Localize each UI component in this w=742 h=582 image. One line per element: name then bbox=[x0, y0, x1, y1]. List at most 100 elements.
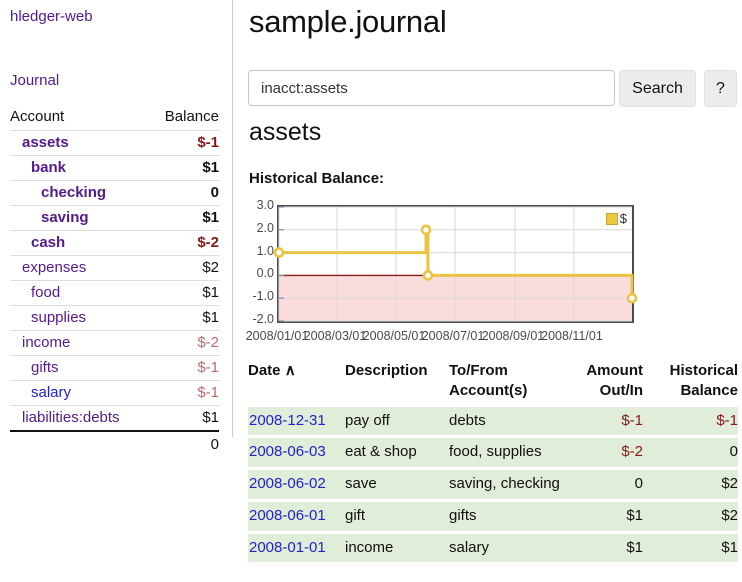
register-description-cell-value: eat & shop bbox=[345, 443, 417, 461]
transaction-date-link[interactable]: 2008-01-01 bbox=[249, 538, 326, 556]
register-balance-cell-value: 0 bbox=[729, 443, 738, 461]
search-form: × Search ? bbox=[248, 70, 742, 107]
register-description-cell: save bbox=[345, 470, 449, 499]
account-row: liabilities:debts $1 bbox=[10, 405, 219, 431]
register-amount-cell-value: 0 bbox=[634, 475, 643, 493]
register-amount-cell: $1 bbox=[561, 501, 643, 531]
account-name-cell: assets bbox=[10, 130, 150, 156]
x-axis-tick-label: 2008/01/01 bbox=[245, 329, 309, 343]
register-balance-cell: $2 bbox=[643, 470, 738, 499]
register-header-row: Date ∧ Description To/From Account(s) Am… bbox=[248, 359, 738, 404]
account-link-liabilities-debts[interactable]: liabilities:debts bbox=[22, 409, 120, 426]
register-account-cell-value: gifts bbox=[449, 506, 477, 524]
accounts-table: Account Balance assets $-1 bank $1 checking 0… bbox=[10, 104, 219, 457]
register-balance-cell: $-1 bbox=[643, 406, 738, 436]
account-balance: $-2 bbox=[149, 330, 219, 356]
accounts-total-spacer bbox=[10, 430, 150, 457]
account-name-cell: saving bbox=[10, 205, 150, 231]
account-balance: $1 bbox=[149, 155, 219, 181]
account-link-food[interactable]: food bbox=[31, 284, 61, 301]
app-title-link[interactable]: hledger-web bbox=[10, 8, 93, 25]
transaction-date-link[interactable]: 2008-06-02 bbox=[249, 475, 326, 493]
account-row: expenses $2 bbox=[10, 255, 219, 281]
account-link-cash[interactable]: cash bbox=[31, 234, 66, 251]
register-date-cell: 2008-06-03 bbox=[248, 438, 345, 468]
account-name-cell: salary bbox=[10, 380, 150, 406]
register-row: 2008-12-31 pay off debts $-1 $-1 bbox=[248, 406, 738, 436]
accounts-total-value: 0 bbox=[149, 430, 219, 457]
account-header-line2: Account(s) bbox=[449, 381, 528, 399]
account-link-gifts[interactable]: gifts bbox=[31, 359, 59, 376]
register-description-cell: income bbox=[345, 533, 449, 563]
historical-balance-chart: $ 3.0 2.0 1.0 0.0 -1.0 -2.0 2008/01/01 2008/03/… bbox=[246, 198, 668, 350]
account-link-checking[interactable]: checking bbox=[41, 184, 107, 201]
register-amount-cell: $1 bbox=[561, 533, 643, 563]
account-balance: $1 bbox=[149, 405, 219, 431]
x-axis-tick-label: 2008/11/01 bbox=[541, 329, 603, 343]
account-row: assets $-1 bbox=[10, 130, 219, 156]
accounts-table-body: assets $-1 bank $1 checking 0 saving $1 cash $-2 e… bbox=[10, 130, 219, 431]
y-axis-tick-label: -2.0 bbox=[252, 312, 274, 326]
register-date-cell: 2008-06-02 bbox=[248, 470, 345, 499]
account-link-bank[interactable]: bank bbox=[31, 159, 67, 176]
account-link-expenses[interactable]: expenses bbox=[22, 259, 87, 276]
account-link-income[interactable]: income bbox=[22, 334, 71, 351]
register-row: 2008-06-03 eat & shop food, supplies $-2 0 bbox=[248, 438, 738, 468]
help-button[interactable]: ? bbox=[704, 70, 737, 107]
register-date-cell: 2008-06-01 bbox=[248, 501, 345, 531]
account-link-supplies[interactable]: supplies bbox=[31, 309, 87, 326]
main-content: sample.journal × Search ? assets Histori… bbox=[246, 0, 742, 582]
account-row: cash $-2 bbox=[10, 230, 219, 256]
register-account-cell-value: debts bbox=[449, 411, 486, 429]
account-balance: $-1 bbox=[149, 380, 219, 406]
account-link-assets[interactable]: assets bbox=[22, 134, 69, 151]
account-balance: $1 bbox=[149, 280, 219, 306]
register-description-cell: gift bbox=[345, 501, 449, 531]
search-input[interactable] bbox=[248, 70, 615, 106]
register-account-cell-value: salary bbox=[449, 538, 490, 556]
y-axis-tick-label: 0.0 bbox=[256, 266, 274, 281]
account-link-salary[interactable]: salary bbox=[31, 384, 72, 401]
register-description-cell-value: save bbox=[345, 475, 377, 493]
register-balance-cell-value: $2 bbox=[721, 475, 738, 493]
legend-swatch-icon bbox=[605, 212, 618, 225]
date-column-header[interactable]: Date ∧ bbox=[248, 359, 345, 404]
register-amount-cell: $-1 bbox=[561, 406, 643, 436]
account-name-cell: income bbox=[10, 330, 150, 356]
amount-header-line1: Amount bbox=[586, 362, 643, 379]
y-axis-tick-label: 1.0 bbox=[256, 243, 274, 258]
x-axis-tick-label: 2008/09/01 bbox=[481, 329, 545, 343]
description-column-header: Description bbox=[345, 362, 428, 379]
account-row: checking 0 bbox=[10, 180, 219, 206]
account-name-cell: bank bbox=[10, 155, 150, 181]
account-row: supplies $1 bbox=[10, 305, 219, 331]
account-name-cell: supplies bbox=[10, 305, 150, 331]
register-description-cell: eat & shop bbox=[345, 438, 449, 468]
account-balance: $-1 bbox=[149, 130, 219, 156]
register-balance-cell-value: $-1 bbox=[716, 411, 738, 429]
account-name-cell: expenses bbox=[10, 255, 150, 281]
search-button[interactable]: Search bbox=[619, 70, 696, 107]
transaction-date-link[interactable]: 2008-06-03 bbox=[249, 443, 326, 461]
register-amount-cell-value: $-2 bbox=[621, 443, 643, 461]
chart-legend: $ bbox=[603, 210, 629, 227]
date-header-label: Date bbox=[248, 362, 281, 379]
register-balance-cell-value: $2 bbox=[721, 506, 738, 524]
register-balance-cell: $2 bbox=[643, 501, 738, 531]
register-description-cell: pay off bbox=[345, 406, 449, 436]
account-balance: $1 bbox=[149, 305, 219, 331]
transaction-date-link[interactable]: 2008-06-01 bbox=[249, 506, 326, 524]
register-account-cell: food, supplies bbox=[449, 438, 561, 468]
register-account-cell-value: saving, checking bbox=[449, 475, 560, 493]
register-account-cell: debts bbox=[449, 406, 561, 436]
account-row: gifts $-1 bbox=[10, 355, 219, 381]
transaction-date-link[interactable]: 2008-12-31 bbox=[249, 411, 326, 429]
register-table: Date ∧ Description To/From Account(s) Am… bbox=[248, 356, 738, 565]
register-row: 2008-06-01 gift gifts $1 $2 bbox=[248, 501, 738, 531]
account-link-saving[interactable]: saving bbox=[41, 209, 89, 226]
x-axis-tick-label: 2008/03/01 bbox=[303, 329, 367, 343]
register-date-cell: 2008-01-01 bbox=[248, 533, 345, 563]
sidebar-item-journal[interactable]: Journal bbox=[10, 72, 60, 89]
chart-plot-area: $ bbox=[273, 205, 638, 323]
